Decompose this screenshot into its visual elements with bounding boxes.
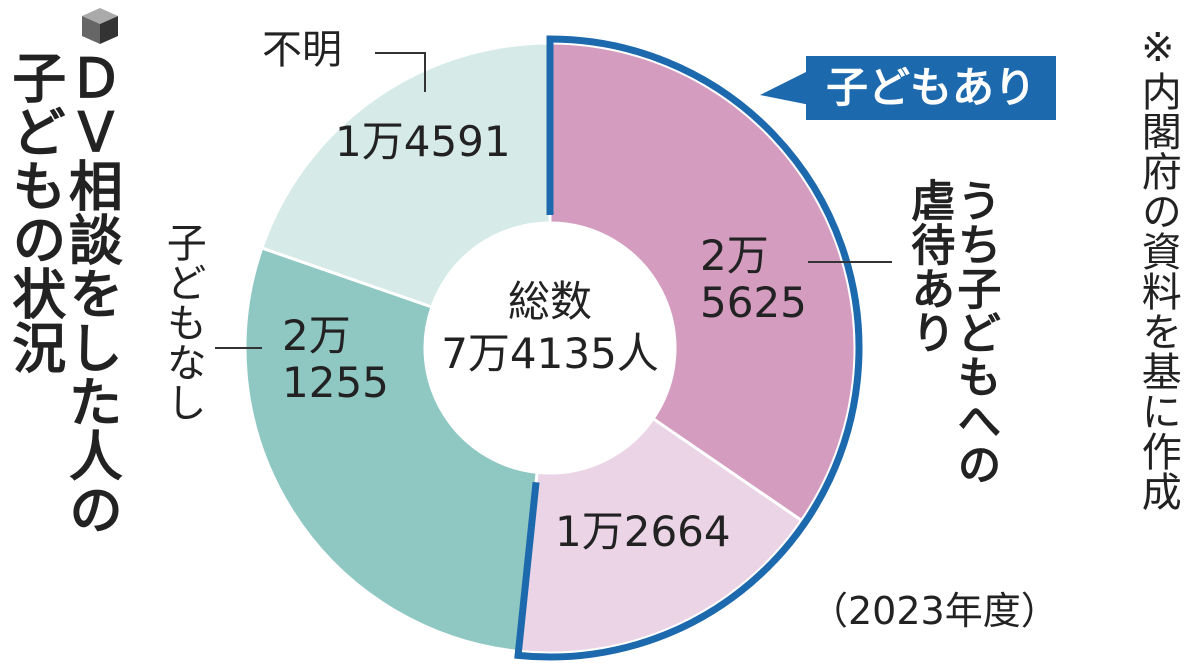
category-label: 子どもなし	[159, 222, 206, 422]
value-label: 1万2664	[555, 507, 731, 556]
slice	[259, 41, 552, 309]
group-box	[806, 56, 1056, 120]
total-label: 7万4135人	[441, 329, 659, 378]
value-label: 1万4591	[335, 117, 511, 166]
value-label: 2万 5625	[700, 231, 807, 328]
center-label: 総数	[507, 277, 592, 326]
slice	[516, 416, 804, 655]
period: （2023年度）	[810, 589, 1059, 633]
category-label: うち子どもへの虐待あり	[903, 178, 1001, 486]
group-outline	[514, 35, 863, 661]
group-label: 子どもあり	[825, 63, 1036, 112]
slice	[548, 41, 857, 523]
leader-line	[375, 52, 426, 92]
note: ※内閣府の資料を基に作成	[1134, 25, 1181, 511]
value-label: 2万 1255	[282, 311, 389, 408]
chart-title: ＤＶ相談をした人の子どもの状況	[2, 50, 123, 536]
slice	[243, 246, 539, 654]
title-icon	[82, 8, 118, 44]
group-pointer	[760, 70, 810, 105]
category-label: 不明	[262, 27, 342, 73]
